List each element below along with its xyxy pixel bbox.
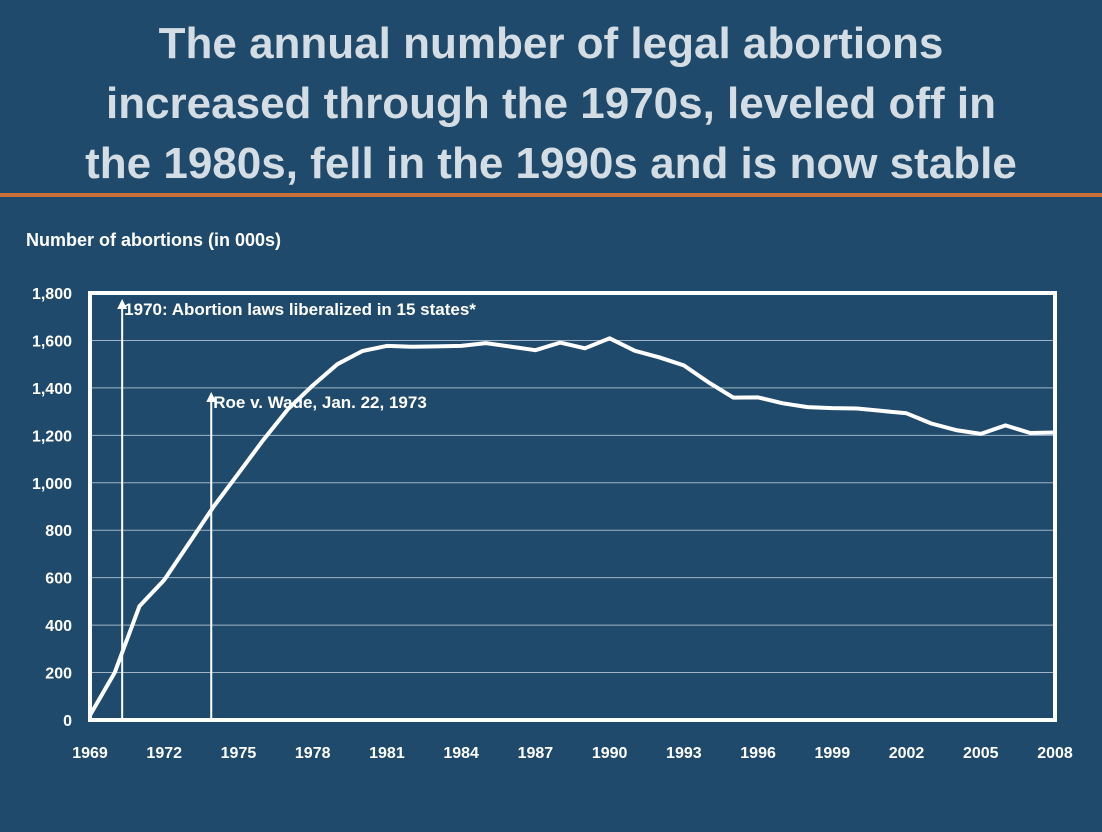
data-point bbox=[657, 355, 661, 359]
data-point bbox=[113, 671, 117, 675]
annotation-arrow-head bbox=[117, 299, 128, 309]
data-point bbox=[137, 604, 141, 608]
data-point bbox=[484, 341, 488, 345]
x-tick-label: 2008 bbox=[1037, 745, 1073, 762]
x-tick-label: 2005 bbox=[963, 745, 999, 762]
x-tick-label: 1993 bbox=[666, 745, 702, 762]
y-tick-label: 200 bbox=[45, 666, 72, 683]
y-tick-label: 400 bbox=[45, 618, 72, 635]
data-point bbox=[979, 432, 983, 436]
y-tick-label: 600 bbox=[45, 571, 72, 588]
data-point bbox=[707, 380, 711, 384]
title-line-3: the 1980s, fell in the 1990s and is now … bbox=[85, 139, 1017, 188]
data-point bbox=[806, 405, 810, 409]
x-tick-label: 1987 bbox=[518, 745, 554, 762]
plot-frame bbox=[88, 291, 1057, 722]
y-axis-ticks: 0 200 400 600 800 1,000 1,200 1,400 1,600 1,800 bbox=[32, 286, 72, 730]
data-point bbox=[261, 438, 265, 442]
x-tick-label: 1999 bbox=[815, 745, 851, 762]
data-point bbox=[954, 428, 958, 432]
data-point bbox=[212, 505, 216, 508]
y-tick-label: 1,200 bbox=[32, 428, 72, 445]
data-point bbox=[608, 336, 612, 340]
y-axis-title: Number of abortions (in 000s) bbox=[26, 230, 282, 250]
x-tick-label: 2002 bbox=[889, 745, 925, 762]
series-line bbox=[88, 336, 1057, 718]
data-point bbox=[335, 362, 339, 366]
data-point bbox=[533, 348, 537, 352]
title-divider bbox=[0, 193, 1102, 197]
y-tick-label: 1,800 bbox=[32, 286, 72, 303]
data-point bbox=[558, 341, 562, 345]
data-point bbox=[187, 541, 191, 545]
y-tick-label: 1,000 bbox=[32, 476, 72, 493]
series-layer bbox=[88, 336, 1057, 718]
data-point bbox=[311, 384, 315, 388]
annotations: 1970: Abortion laws liberalized in 15 st… bbox=[117, 299, 476, 720]
data-point bbox=[434, 344, 438, 348]
data-point bbox=[731, 396, 735, 400]
annotation-arrow-head bbox=[206, 392, 217, 402]
y-tick-label: 1,600 bbox=[32, 333, 72, 350]
annotation-label: 1970: Abortion laws liberalized in 15 st… bbox=[124, 300, 476, 319]
x-axis-ticks: 1969 1972 1975 1978 1981 1984 1987 1990 1993 1996… bbox=[72, 745, 1073, 762]
data-point bbox=[509, 345, 513, 349]
x-tick-label: 1975 bbox=[221, 745, 257, 762]
data-point bbox=[583, 346, 587, 350]
data-point bbox=[880, 409, 884, 413]
data-point bbox=[682, 363, 686, 367]
data-point bbox=[1028, 431, 1032, 435]
data-point bbox=[905, 411, 909, 415]
x-tick-label: 1969 bbox=[72, 745, 108, 762]
x-tick-label: 1978 bbox=[295, 745, 331, 762]
data-point bbox=[410, 345, 414, 349]
x-tick-label: 1984 bbox=[443, 745, 479, 762]
slide-title: The annual number of legal abortions inc… bbox=[0, 14, 1102, 194]
x-tick-label: 1972 bbox=[146, 745, 182, 762]
gridlines bbox=[90, 339, 1055, 674]
data-point bbox=[286, 407, 290, 411]
data-point bbox=[756, 395, 760, 399]
title-line-2: increased through the 1970s, leveled off… bbox=[105, 79, 997, 128]
x-tick-label: 1981 bbox=[369, 745, 405, 762]
x-tick-label: 1996 bbox=[740, 745, 776, 762]
data-point bbox=[830, 406, 834, 410]
y-tick-label: 800 bbox=[45, 523, 72, 540]
data-point bbox=[855, 407, 859, 411]
data-point bbox=[781, 401, 785, 405]
data-point bbox=[632, 349, 636, 353]
data-point bbox=[236, 471, 240, 475]
y-tick-label: 1,400 bbox=[32, 381, 72, 398]
annotation-label: Roe v. Wade, Jan. 22, 1973 bbox=[213, 393, 427, 412]
data-point bbox=[360, 349, 364, 353]
data-point bbox=[459, 344, 463, 348]
data-point bbox=[929, 421, 933, 425]
data-point bbox=[162, 578, 166, 582]
data-point bbox=[385, 344, 389, 348]
x-tick-label: 1990 bbox=[592, 745, 628, 762]
data-point bbox=[1004, 423, 1008, 427]
y-tick-label: 0 bbox=[63, 713, 72, 730]
title-line-1: The annual number of legal abortions bbox=[158, 19, 944, 68]
